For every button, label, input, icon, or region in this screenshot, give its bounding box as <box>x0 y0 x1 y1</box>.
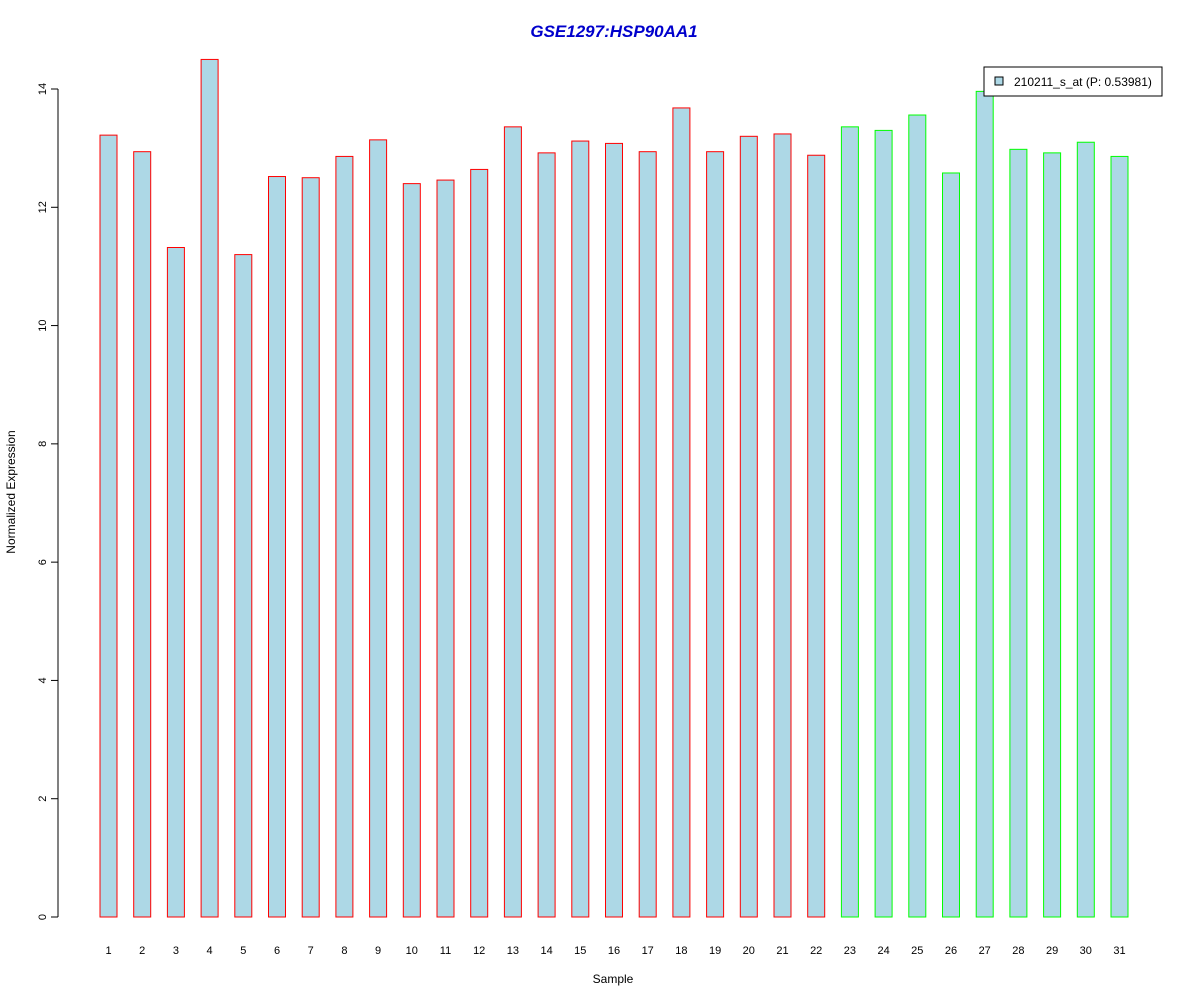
bar-sample-1 <box>99 134 118 918</box>
bar-sample-19 <box>706 151 725 918</box>
x-tick-label: 28 <box>1012 945 1024 957</box>
bar-sample-2 <box>133 151 152 918</box>
x-tick-label: 25 <box>911 945 923 957</box>
x-tick-label: 5 <box>240 945 246 957</box>
bar-sample-8 <box>335 155 354 918</box>
x-tick-label: 13 <box>507 945 519 957</box>
bar-sample-6 <box>268 176 286 918</box>
x-tick-label: 7 <box>308 945 314 957</box>
bar-sample-21 <box>773 133 792 918</box>
x-tick-label: 11 <box>440 945 451 957</box>
x-tick-label: 22 <box>810 945 822 957</box>
bar-sample-4 <box>200 58 219 918</box>
bar-sample-25 <box>908 114 927 918</box>
y-tick-label: 2 <box>37 796 49 802</box>
x-tick-label: 31 <box>1113 945 1125 957</box>
x-tick-label: 6 <box>274 945 280 957</box>
bar-sample-9 <box>369 139 388 918</box>
x-tick-label: 24 <box>877 945 889 957</box>
x-tick-label: 17 <box>642 945 654 957</box>
bar-sample-28 <box>1009 148 1028 918</box>
bar-sample-29 <box>1043 152 1062 918</box>
legend-swatch <box>994 76 1004 86</box>
x-tick-label: 1 <box>105 945 111 957</box>
y-tick-label: 12 <box>37 201 49 213</box>
bar-sample-10 <box>402 183 421 918</box>
legend: 210211_s_at (P: 0.53981) <box>983 66 1163 97</box>
x-tick-labels: 1 2 3 4 5 6 7 8 9 10 11 12 13 14 15 16 17 18 19 20 21 22 23 24 2… <box>105 945 1125 957</box>
bar-sample-26 <box>942 172 960 918</box>
chart-title: GSE1297:HSP90AA1 <box>530 22 697 41</box>
bar-sample-31 <box>1110 155 1129 918</box>
bar-sample-16 <box>605 142 623 918</box>
y-tick-label: 10 <box>37 319 49 331</box>
bar-sample-3 <box>166 247 185 918</box>
x-tick-label: 4 <box>207 945 213 957</box>
bar-sample-22 <box>807 154 826 918</box>
x-tick-label: 9 <box>375 945 381 957</box>
x-tick-label: 15 <box>574 945 586 957</box>
y-tick-label: 0 <box>37 914 49 920</box>
bar-sample-18 <box>672 107 691 918</box>
x-tick-label: 20 <box>743 945 755 957</box>
bar-sample-5 <box>234 254 253 918</box>
bar-sample-27 <box>975 90 994 918</box>
x-tick-label: 21 <box>776 945 788 957</box>
x-tick-label: 23 <box>844 945 856 957</box>
bar-sample-12 <box>470 168 489 918</box>
y-tick-label: 6 <box>37 559 49 565</box>
y-axis: 0 2 4 6 8 10 12 14 <box>37 83 59 920</box>
x-tick-label: 2 <box>139 945 145 957</box>
bar-sample-17 <box>638 151 657 918</box>
x-tick-label: 27 <box>979 945 991 957</box>
bar-sample-23 <box>840 126 859 918</box>
bar-sample-15 <box>571 140 590 918</box>
x-tick-label: 8 <box>341 945 347 957</box>
y-tick-label: 4 <box>37 677 49 683</box>
bar-sample-20 <box>739 135 758 918</box>
x-tick-label: 16 <box>608 945 620 957</box>
x-tick-label: 10 <box>406 945 418 957</box>
legend-label: 210211_s_at (P: 0.53981) <box>1014 75 1152 89</box>
legend-box <box>983 66 1163 97</box>
x-tick-label: 18 <box>675 945 687 957</box>
bar-sample-11 <box>436 179 455 918</box>
y-tick-label: 14 <box>37 83 49 95</box>
x-tick-label: 14 <box>540 945 552 957</box>
x-axis-label: Sample <box>593 972 634 986</box>
x-tick-label: 12 <box>473 945 485 957</box>
y-tick-label: 8 <box>37 441 49 447</box>
bar-sample-30 <box>1076 141 1095 918</box>
bars-group <box>99 58 1129 918</box>
bar-sample-13 <box>503 126 522 918</box>
x-tick-label: 30 <box>1080 945 1092 957</box>
x-tick-label: 29 <box>1046 945 1058 957</box>
bar-sample-14 <box>537 152 556 918</box>
x-tick-label: 26 <box>945 945 957 957</box>
x-tick-label: 3 <box>173 945 179 957</box>
y-axis-label: Normalized Expression <box>4 430 18 553</box>
x-tick-label: 19 <box>709 945 721 957</box>
bar-sample-24 <box>874 129 893 918</box>
bar-sample-7 <box>301 177 320 918</box>
